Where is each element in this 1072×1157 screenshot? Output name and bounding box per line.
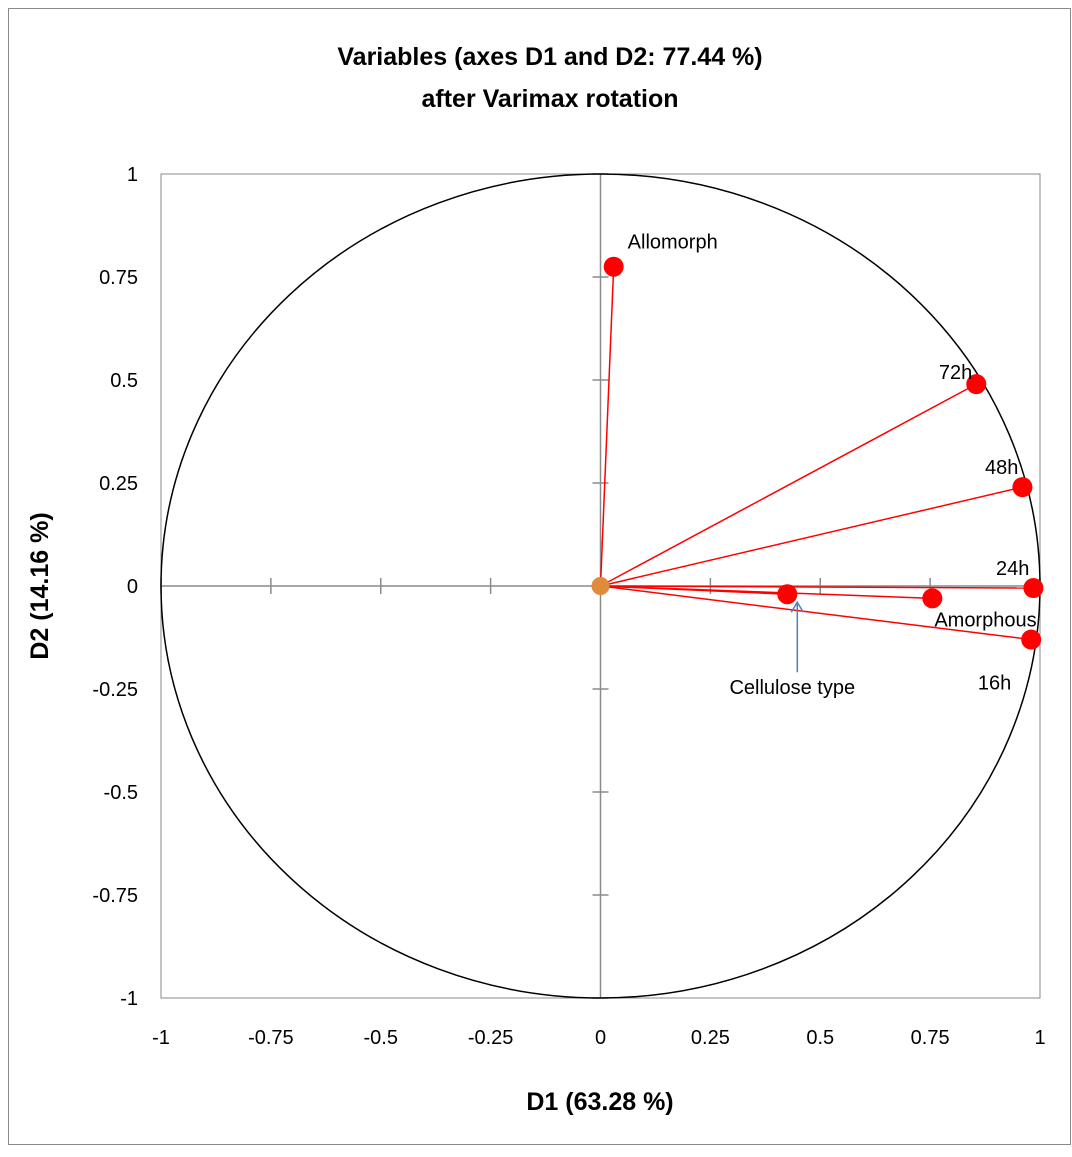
label-48h: 48h bbox=[985, 457, 1018, 479]
x-tick-label: 1 bbox=[1034, 1027, 1045, 1049]
y-tick-label: -1 bbox=[120, 988, 138, 1010]
x-tick-label: -0.25 bbox=[468, 1027, 514, 1049]
x-tick-label: -1 bbox=[152, 1027, 170, 1049]
point-cellulose-type bbox=[777, 584, 798, 605]
point-72h bbox=[966, 374, 987, 395]
y-tick-label: -0.25 bbox=[92, 679, 138, 701]
origin-point bbox=[591, 577, 610, 595]
point-48h bbox=[1012, 477, 1033, 498]
vector-48h bbox=[600, 486, 1023, 587]
vector-cellulose-type bbox=[600, 585, 788, 595]
label-72h: 72h bbox=[939, 362, 972, 384]
y-tick-label: -0.5 bbox=[104, 782, 138, 804]
x-tick-label: 0 bbox=[595, 1027, 606, 1049]
x-tick-label: 0.5 bbox=[806, 1027, 834, 1049]
x-tick-label: 0.25 bbox=[691, 1027, 730, 1049]
label-16h: 16h bbox=[978, 673, 1011, 695]
x-tick-label: -0.75 bbox=[248, 1027, 294, 1049]
label-layer: Allomorph 72h 48h 24h Amorphous 16h Cellulose … bbox=[628, 232, 1037, 700]
vector-24h bbox=[600, 585, 1034, 589]
y-tick-label: 1 bbox=[127, 164, 138, 186]
chart-title-line2: after Varimax rotation bbox=[421, 85, 678, 113]
label-allomorph: Allomorph bbox=[628, 232, 718, 254]
y-axis-title: D2 (14.16 %) bbox=[26, 512, 54, 659]
label-cellulose-type: Cellulose type bbox=[729, 677, 855, 699]
label-amorphous: Amorphous bbox=[934, 609, 1036, 631]
y-tick-label: 0.25 bbox=[99, 473, 138, 495]
y-tick-label: 0.75 bbox=[99, 267, 138, 289]
point-layer bbox=[591, 256, 1044, 650]
vector-allomorph bbox=[599, 266, 615, 587]
vector-16h bbox=[600, 585, 1032, 641]
chart-title-line1: Variables (axes D1 and D2: 77.44 %) bbox=[337, 43, 762, 71]
annotation-arrow-head bbox=[790, 600, 804, 613]
label-24h: 24h bbox=[996, 558, 1029, 580]
vector-layer bbox=[599, 266, 1034, 641]
x-axis-title: D1 (63.28 %) bbox=[526, 1088, 673, 1116]
point-amorphous bbox=[922, 588, 943, 609]
vector-72h bbox=[600, 383, 977, 587]
tick-label-layer: -1 -0.75 -0.5 -0.25 0 0.25 0.5 0.75 1 1 0.75 0.5 0.2… bbox=[92, 164, 1045, 1049]
x-tick-label: 0.75 bbox=[911, 1027, 950, 1049]
y-tick-label: 0.5 bbox=[110, 370, 138, 392]
y-tick-label: -0.75 bbox=[92, 885, 138, 907]
point-16h bbox=[1021, 629, 1042, 650]
point-allomorph bbox=[603, 256, 624, 277]
x-tick-label: -0.5 bbox=[364, 1027, 398, 1049]
y-tick-label: 0 bbox=[127, 576, 138, 598]
point-24h bbox=[1023, 578, 1044, 599]
